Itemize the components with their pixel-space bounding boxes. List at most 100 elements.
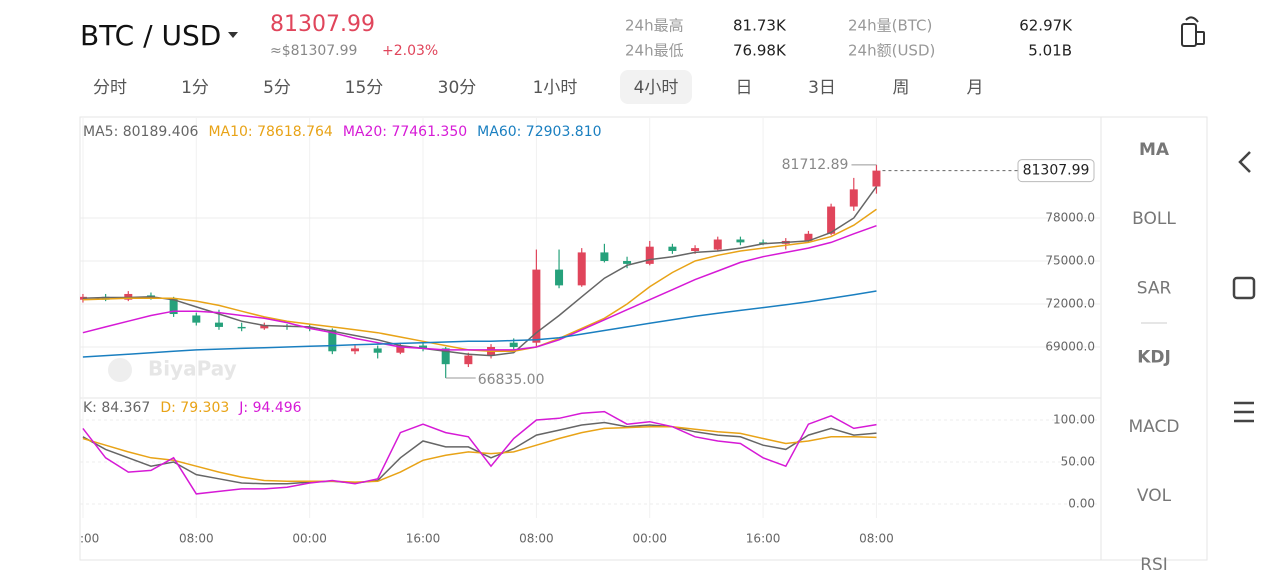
indicator[interactable]: BOLL bbox=[1132, 209, 1176, 229]
tab[interactable]: 1分 bbox=[181, 78, 209, 98]
candle-body bbox=[713, 239, 722, 250]
tab[interactable]: 1小时 bbox=[533, 78, 578, 98]
rotate-icon[interactable] bbox=[1181, 16, 1205, 47]
candle-body bbox=[419, 345, 428, 349]
y-tick-label: 72000.0 bbox=[1045, 296, 1095, 310]
price-panel bbox=[80, 118, 1100, 398]
stat-value: 5.01B bbox=[1028, 42, 1072, 60]
indicator[interactable]: SAR bbox=[1137, 278, 1172, 298]
price-overlay: 69000.0 72000.0 75000.0 78000.0 81712.89 6683… bbox=[83, 124, 1095, 388]
candle-body bbox=[260, 325, 269, 329]
y-tick-label: 50.00 bbox=[1061, 454, 1095, 468]
kdj-panel bbox=[80, 398, 1100, 518]
series-line bbox=[82, 290, 877, 358]
back-button[interactable] bbox=[1238, 151, 1251, 173]
series-line bbox=[82, 425, 877, 483]
x-tick-label: 16:00 bbox=[406, 532, 441, 546]
high-label: 81712.89 bbox=[782, 157, 849, 173]
x-tick-label: 00:00 bbox=[632, 532, 667, 546]
stat-label: 24h最高 bbox=[625, 17, 684, 35]
y-tick-label: 0.00 bbox=[1068, 496, 1095, 510]
pair[interactable]: BTC / USD bbox=[80, 19, 221, 52]
candle-body bbox=[328, 329, 337, 352]
series-line bbox=[82, 224, 877, 351]
approx-price: ≈$81307.99 bbox=[270, 43, 357, 59]
legend-entry: MA5: 80189.406 bbox=[83, 124, 199, 140]
candle-body bbox=[555, 269, 564, 286]
candle-body bbox=[736, 239, 745, 243]
candle-body bbox=[645, 246, 654, 264]
y-tick-label: 69000.0 bbox=[1045, 339, 1095, 353]
candle-body bbox=[192, 315, 201, 323]
home-button[interactable] bbox=[1232, 276, 1256, 300]
tab[interactable]: 日 bbox=[736, 78, 753, 98]
y-tick-label: 100.00 bbox=[1053, 413, 1095, 427]
indicator[interactable]: MACD bbox=[1129, 417, 1180, 437]
candle-body bbox=[237, 326, 246, 329]
stat-label: 24h额(USD) bbox=[848, 42, 935, 60]
candle-body bbox=[169, 298, 178, 315]
candle-body bbox=[351, 348, 360, 352]
tab[interactable]: 30分 bbox=[438, 78, 477, 98]
candle-body bbox=[509, 342, 518, 347]
indicator-menu: MA BOLL SAR KDJ MACD VOL RSI bbox=[1129, 140, 1180, 575]
tab[interactable]: 15分 bbox=[345, 78, 384, 98]
tab[interactable]: 5分 bbox=[263, 78, 291, 98]
candle-body bbox=[691, 248, 700, 251]
last-price-label: 81307.99 bbox=[1023, 163, 1090, 179]
x-tick-label: :00 bbox=[80, 532, 99, 546]
series-line bbox=[82, 208, 877, 353]
tab[interactable]: 分时 bbox=[93, 78, 127, 98]
y-tick-label: 78000.0 bbox=[1045, 211, 1095, 225]
chart-frame bbox=[79, 116, 1208, 561]
candle-body bbox=[464, 355, 473, 365]
legend-entry: MA20: 77461.350 bbox=[343, 124, 467, 140]
stat-value: 62.97K bbox=[1019, 17, 1073, 35]
stat-value: 81.73K bbox=[733, 17, 787, 35]
candle-body bbox=[872, 170, 881, 187]
legend-entry: D: 79.303 bbox=[160, 400, 229, 416]
tab[interactable]: 3日 bbox=[808, 78, 836, 98]
series-line bbox=[82, 410, 877, 495]
indicator[interactable]: VOL bbox=[1137, 486, 1172, 506]
candle-body bbox=[441, 348, 450, 365]
stat-value: 76.98K bbox=[733, 42, 787, 60]
x-tick-label: 08:00 bbox=[179, 532, 214, 546]
watermark: BiyaPay bbox=[148, 357, 237, 381]
x-tick-label: 08:00 bbox=[859, 532, 894, 546]
watermark-logo bbox=[108, 358, 132, 382]
indicator[interactable]: MA bbox=[1139, 140, 1170, 160]
change: +2.03% bbox=[382, 43, 438, 59]
candle-body bbox=[373, 348, 382, 353]
candle-body bbox=[623, 261, 632, 264]
candle-body bbox=[214, 322, 223, 327]
pair-caret[interactable] bbox=[228, 32, 238, 38]
legend-entry: K: 84.367 bbox=[83, 400, 150, 416]
price: 81307.99 bbox=[270, 12, 375, 37]
x-tick-label: 16:00 bbox=[746, 532, 781, 546]
candle-body bbox=[668, 246, 677, 251]
tab[interactable]: 月 bbox=[967, 78, 984, 98]
legend-entry: J: 94.496 bbox=[238, 400, 301, 416]
y-tick-label: 75000.0 bbox=[1045, 254, 1095, 268]
legend-entry: MA60: 72903.810 bbox=[477, 124, 601, 140]
stat-label: 24h最低 bbox=[625, 42, 684, 60]
x-tick-label: 08:00 bbox=[519, 532, 554, 546]
kdj-overlay: 100.00 50.00 0.00:00 08:00 00:00 16:00 08:00 00… bbox=[80, 400, 1095, 546]
series-line bbox=[82, 186, 878, 357]
active-tab-bg bbox=[620, 70, 692, 104]
menu-button[interactable] bbox=[1234, 401, 1254, 423]
candle-body bbox=[532, 269, 541, 343]
tabs: 分时 1分 5分 15分 30分 1小时 4小时 日 3日 周 月 bbox=[93, 78, 984, 98]
indicator[interactable]: KDJ bbox=[1137, 348, 1171, 368]
low-label: 66835.00 bbox=[478, 372, 545, 388]
candle-body bbox=[600, 252, 609, 262]
candle-body bbox=[804, 233, 813, 241]
tab[interactable]: 周 bbox=[893, 78, 910, 98]
candle-body bbox=[849, 189, 858, 207]
tab[interactable]: 4小时 bbox=[634, 78, 679, 98]
indicator[interactable]: RSI bbox=[1140, 555, 1168, 575]
candle-body bbox=[577, 252, 586, 286]
